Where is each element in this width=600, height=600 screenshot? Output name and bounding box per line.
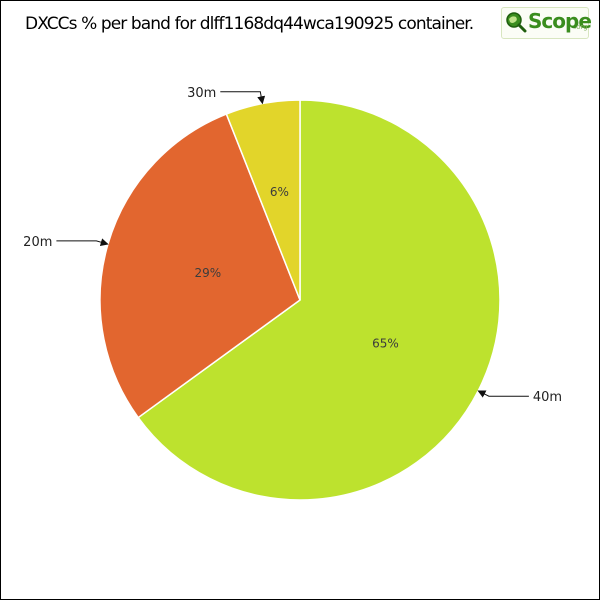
slice-label-30m: 30m <box>187 86 216 101</box>
slice-percent-20m: 29% <box>194 266 221 280</box>
slice-percent-30m: 6% <box>270 185 289 199</box>
magnifier-globe-icon <box>506 12 527 33</box>
leader-line-40m <box>477 390 529 398</box>
logo-wordmark: Scope <box>528 9 592 33</box>
leader-line-20m <box>56 238 109 247</box>
slice-label-40m: 40m <box>533 390 562 405</box>
qrzscope-logo[interactable]: Scope .org <box>501 7 592 39</box>
slice-label-20m: 20m <box>23 235 52 250</box>
slice-percent-40m: 65% <box>372 337 399 351</box>
logo-suffix: .org <box>574 23 588 31</box>
leader-line-30m <box>220 91 266 105</box>
chart-title: DXCCs % per band for dlff1168dq44wca1909… <box>25 14 474 34</box>
